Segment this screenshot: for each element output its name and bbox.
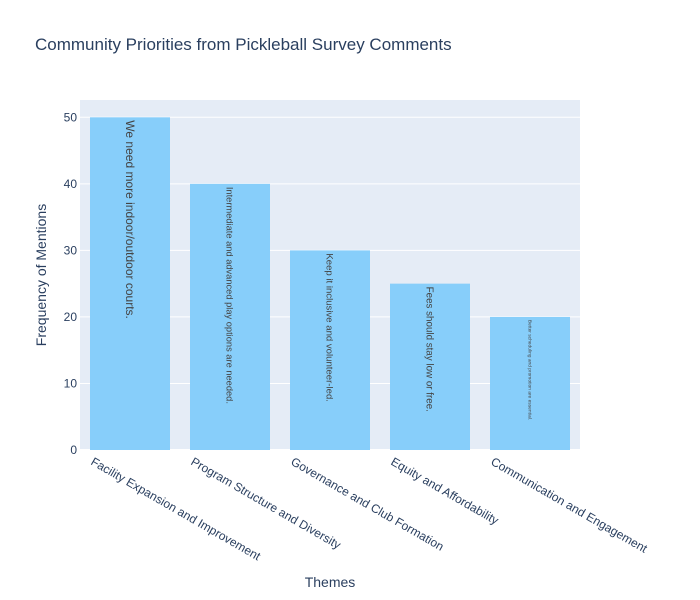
bars: We need more indoor/outdoor courts. Inter…	[90, 117, 570, 450]
y-tick-label: 30	[64, 243, 78, 257]
y-axis-title: Frequency of Mentions	[33, 204, 49, 346]
y-tick-label: 50	[64, 110, 78, 124]
chart-title: Community Priorities from Pickleball Sur…	[35, 35, 452, 54]
bar-text-label: Intermediate and advanced play options a…	[225, 187, 235, 404]
bar	[390, 283, 470, 450]
bar-text-label: We need more indoor/outdoor courts.	[123, 120, 137, 319]
x-axis-title: Themes	[305, 574, 356, 590]
x-axis-ticks: Facility Expansion and ImprovementProgra…	[89, 454, 651, 563]
bar-text-label: Better scheduling and promotion are esse…	[526, 320, 532, 420]
y-tick-label: 40	[64, 177, 78, 191]
y-tick-label: 0	[70, 443, 77, 457]
bar-text-label: Fees should stay low or free.	[424, 287, 435, 412]
x-tick-label: Equity and Affordability	[389, 454, 502, 527]
x-tick-label: Communication and Engagement	[489, 454, 651, 556]
y-tick-label: 20	[64, 310, 78, 324]
y-axis-ticks: 0 10 20 30 40 50	[64, 110, 78, 457]
bar	[490, 316, 570, 450]
y-tick-label: 10	[64, 376, 78, 390]
bar	[290, 250, 370, 450]
bar	[190, 183, 270, 450]
x-tick-label: Facility Expansion and Improvement	[89, 454, 264, 563]
bar-text-label: Keep it inclusive and volunteer-led.	[324, 253, 335, 402]
bar	[90, 117, 170, 450]
